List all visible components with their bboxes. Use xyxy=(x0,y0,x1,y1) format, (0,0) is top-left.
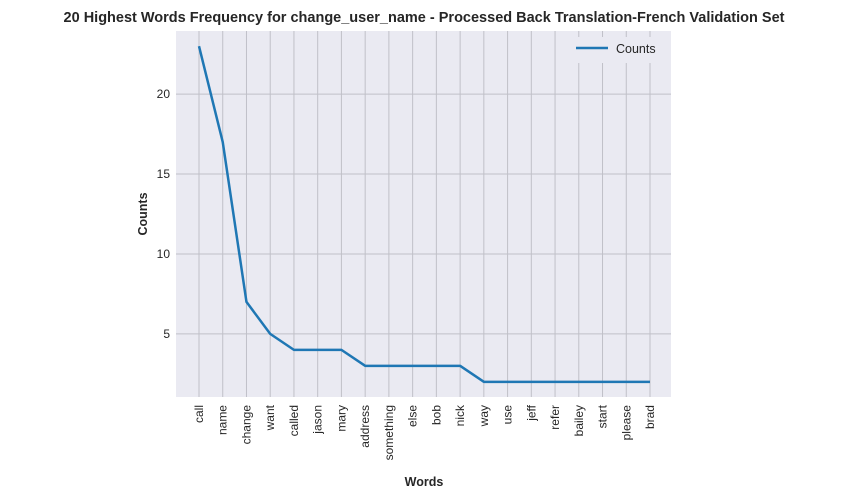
x-tick-label: want xyxy=(263,404,277,431)
series-line xyxy=(197,45,650,384)
y-tick-label: 15 xyxy=(157,167,171,181)
y-tick-label: 20 xyxy=(157,87,171,101)
x-tick-label: jason xyxy=(311,405,325,435)
x-tick-label: brad xyxy=(643,405,657,429)
x-tick-label: jeff xyxy=(524,404,538,421)
x-tick-label: address xyxy=(358,405,372,448)
y-tick-label: 10 xyxy=(157,247,171,261)
legend: Counts xyxy=(568,37,666,63)
x-tick-labels: call name change want called jason mary address… xyxy=(192,404,657,460)
plot-area xyxy=(176,31,671,397)
x-tick-label: use xyxy=(501,405,515,425)
x-tick-label: way xyxy=(477,405,491,427)
x-tick-label: change xyxy=(239,405,253,445)
grid-lines xyxy=(176,31,671,397)
legend-label: Counts xyxy=(616,42,656,56)
y-tick-label: 5 xyxy=(163,327,170,341)
x-tick-label: nick xyxy=(453,404,467,426)
x-tick-label: name xyxy=(216,405,230,435)
legend-box xyxy=(568,37,666,63)
x-tick-label: please xyxy=(619,405,633,441)
x-axis-label: Words xyxy=(405,475,444,489)
x-tick-label: else xyxy=(406,405,420,427)
x-tick-label: called xyxy=(287,405,301,436)
x-tick-label: bob xyxy=(429,405,443,425)
y-tick-labels: 5 10 15 20 xyxy=(157,87,171,341)
series-layer xyxy=(197,45,650,384)
x-tick-label: start xyxy=(596,404,610,428)
x-tick-label: mary xyxy=(334,405,348,432)
x-tick-label: refer xyxy=(548,405,562,430)
chart-title: 20 Highest Words Frequency for change_us… xyxy=(64,10,785,26)
x-tick-label: call xyxy=(192,405,206,423)
x-tick-label: bailey xyxy=(572,405,586,436)
x-tick-label: something xyxy=(382,405,396,460)
y-axis-label: Counts xyxy=(136,192,150,235)
